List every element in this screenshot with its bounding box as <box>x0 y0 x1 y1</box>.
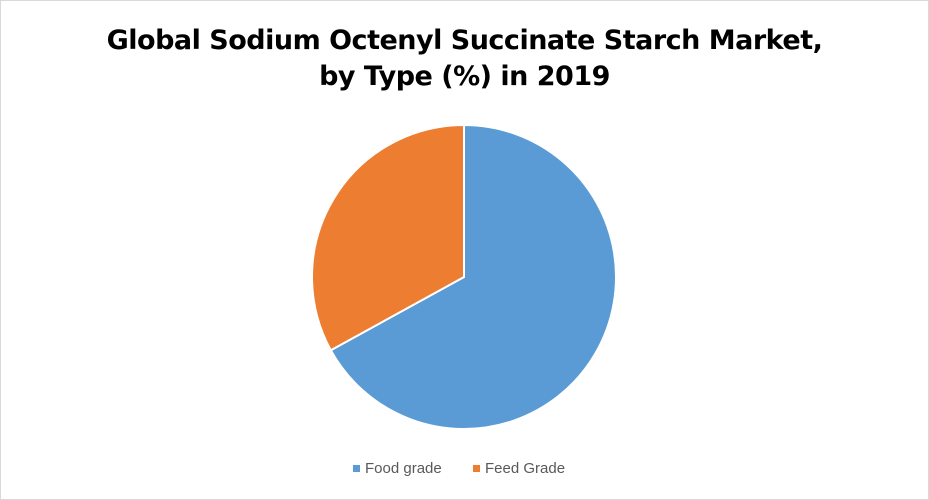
chart-title: Global Sodium Octenyl Succinate Starch M… <box>106 25 823 92</box>
pie-slice <box>329 123 617 430</box>
legend-marker <box>473 465 480 472</box>
pie-slice <box>311 123 465 352</box>
legend-marker <box>353 465 360 472</box>
legend-label: Food grade <box>365 460 442 477</box>
legend-label: Feed Grade <box>485 460 565 477</box>
